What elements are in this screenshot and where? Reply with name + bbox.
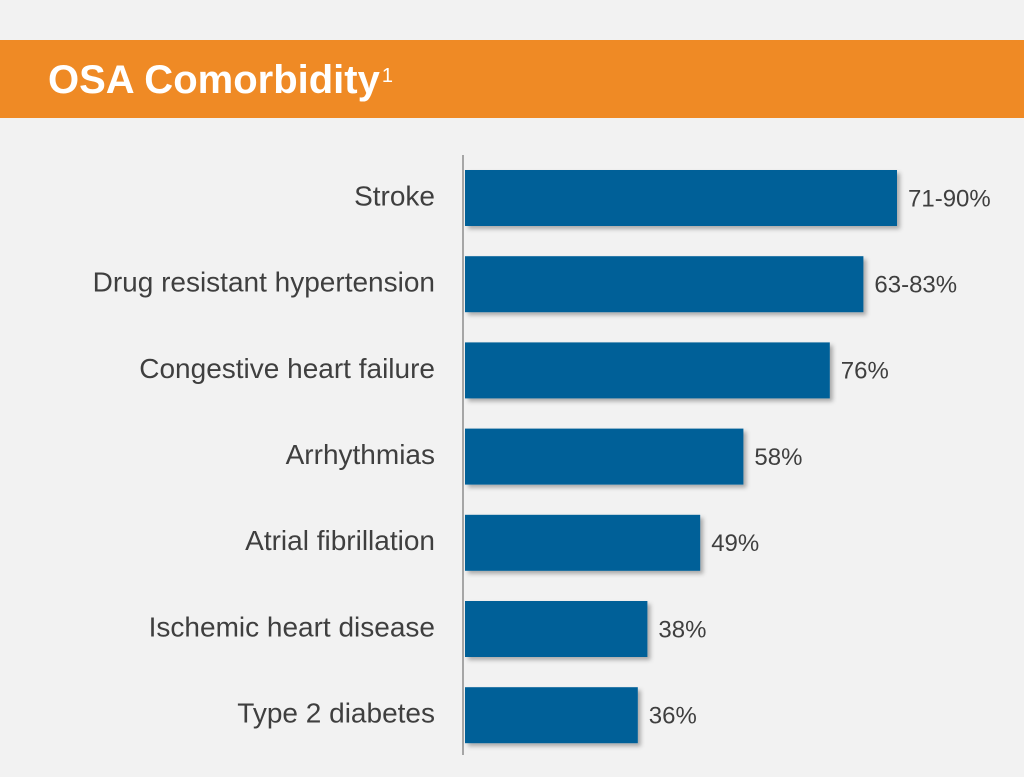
value-label: 63-83% (874, 272, 957, 299)
bar-1 (465, 256, 864, 313)
value-label: 58% (754, 444, 802, 471)
bar-4 (465, 514, 701, 571)
bar-6 (465, 687, 638, 744)
category-label: Ischemic heart disease (149, 611, 435, 642)
page-title-text: OSA Comorbidity (48, 58, 380, 102)
bar-0 (465, 170, 897, 226)
category-label: Congestive heart failure (139, 353, 435, 384)
category-label: Drug resistant hypertension (93, 267, 435, 298)
category-label: Stroke (354, 180, 435, 211)
category-label: Arrhythmias (286, 439, 435, 470)
value-label: 36% (649, 703, 697, 730)
bar-5 (465, 601, 648, 657)
value-label: 49% (711, 530, 759, 557)
value-label: 76% (841, 358, 889, 385)
title-banner: OSA Comorbidity 1 (0, 40, 1024, 118)
value-label: 38% (658, 616, 706, 643)
value-label: 71-90% (908, 185, 991, 212)
bar-2 (465, 342, 830, 399)
page-title: OSA Comorbidity 1 (48, 56, 393, 104)
footnote-marker: 1 (381, 65, 393, 87)
category-label: Atrial fibrillation (245, 525, 435, 556)
category-label: Type 2 diabetes (237, 698, 435, 729)
bar-3 (465, 428, 744, 485)
